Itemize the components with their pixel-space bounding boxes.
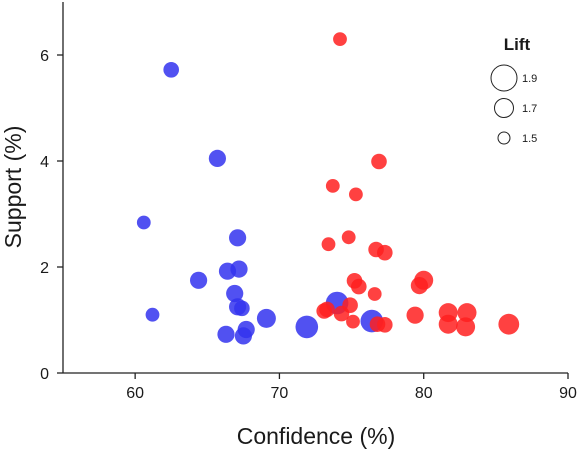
blue-data-point <box>256 308 276 328</box>
legend-title: Lift <box>504 35 531 54</box>
red-data-point <box>498 313 520 335</box>
x-axis-title: Confidence (%) <box>237 423 396 449</box>
red-data-point <box>333 32 347 46</box>
red-data-point <box>341 230 356 245</box>
red-data-point <box>346 314 360 329</box>
red-data-point <box>319 301 335 318</box>
legend-entries: 1.9 1.7 1.5 <box>490 64 537 145</box>
red-data-point <box>371 153 387 170</box>
x-tick-label: 70 <box>271 385 289 402</box>
x-tick-label: 90 <box>559 385 577 402</box>
legend-size-marker <box>494 98 514 118</box>
blue-data-point <box>145 307 160 322</box>
red-data-point <box>377 244 393 261</box>
legend-size-marker <box>497 131 511 145</box>
red-data-point <box>410 277 428 295</box>
red-data-point <box>406 306 424 324</box>
legend-size-marker <box>490 64 518 92</box>
legend: Lift 1.9 1.7 1.5 <box>490 35 537 145</box>
x-tick-label: 60 <box>126 385 144 402</box>
blue-data-point <box>226 284 244 303</box>
red-data-point <box>349 187 363 202</box>
y-tick-label: 2 <box>40 260 49 277</box>
red-data-point <box>342 297 358 314</box>
blue-data-point <box>163 62 179 78</box>
red-data-point <box>325 179 340 193</box>
x-tick-label: 80 <box>415 385 433 402</box>
legend-entry-label: 1.5 <box>522 133 537 145</box>
y-tick-label: 6 <box>40 48 49 65</box>
legend-entry-label: 1.9 <box>522 73 537 85</box>
blue-data-point <box>208 149 226 167</box>
x-axis-ticks: 60 70 80 90 <box>126 373 577 402</box>
blue-data-point <box>230 260 248 278</box>
blue-data-point <box>234 300 250 317</box>
legend-entry-label: 1.7 <box>522 103 537 115</box>
red-data-point <box>457 303 477 323</box>
red-data-point <box>438 314 458 334</box>
axes: 60 70 80 90 0 2 4 6 Confidence (%) Support (%) <box>0 2 577 449</box>
blue-data-point <box>234 327 252 345</box>
blue-data-point <box>136 215 151 230</box>
y-axis-title: Support (%) <box>0 126 26 249</box>
blue-data-point <box>229 229 247 247</box>
blue-data-point <box>190 271 208 289</box>
y-tick-label: 4 <box>40 154 49 171</box>
y-axis-ticks: 0 2 4 6 <box>40 48 63 383</box>
red-data-point <box>321 237 336 252</box>
red-data-point <box>456 317 476 337</box>
blue-data-point <box>295 315 319 339</box>
red-data-point <box>367 287 382 301</box>
red-data-point <box>351 278 367 295</box>
y-tick-label: 0 <box>40 366 49 383</box>
red-data-point <box>377 317 393 333</box>
blue-data-point <box>217 325 235 343</box>
data-points <box>136 32 520 345</box>
